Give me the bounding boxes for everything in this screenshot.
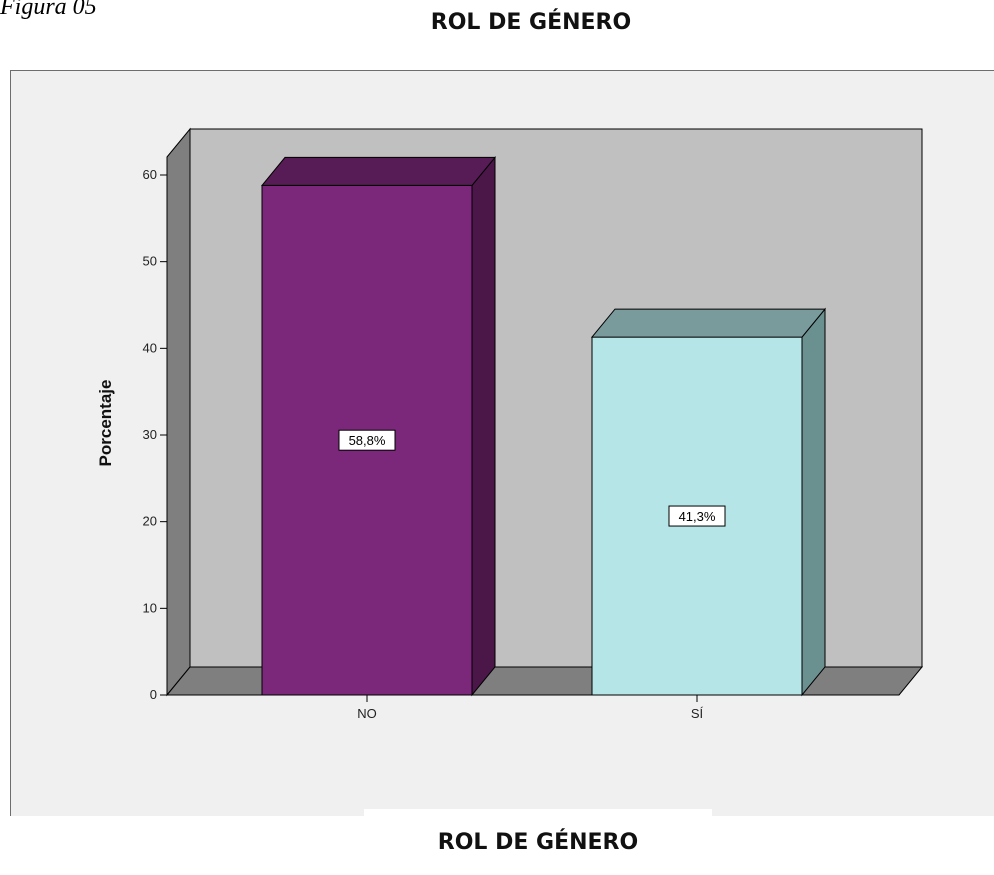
y-tick-label: 20 — [143, 514, 157, 529]
x-tick-label: NO — [357, 706, 377, 721]
data-label-text: 58,8% — [349, 433, 386, 448]
chart-frame: 0 10 20 30 40 50 60 58,8% 41,3% NO SÍ Porcentaje… — [10, 70, 994, 875]
bars: 58,8% 41,3% — [260, 156, 827, 697]
data-label-text: 41,3% — [679, 509, 716, 524]
bar-no: 58,8% — [260, 156, 497, 697]
data-label-box — [668, 505, 726, 527]
chart-title: ROL DE GÉNERO — [430, 10, 632, 35]
y-tick-label: 60 — [143, 167, 157, 182]
y-tick-label: 30 — [143, 427, 157, 442]
bar-sí: 41,3% — [590, 307, 827, 697]
bar-top — [260, 156, 497, 186]
data-label: 41,3% — [668, 505, 726, 527]
data-label: 58,8% — [338, 429, 396, 451]
figure-label: Figura 05 — [0, 0, 97, 20]
bar-top — [590, 308, 827, 338]
y-tick-label: 0 — [150, 687, 157, 702]
bar-side — [471, 156, 496, 697]
y-axis: 0 10 20 30 40 50 60 — [143, 157, 168, 702]
data-label-box — [338, 429, 396, 451]
x-axis-title: ROL DE GÉNERO — [364, 809, 712, 875]
y-axis-title: Porcentaje — [96, 380, 115, 467]
bar-side — [801, 307, 826, 697]
x-tick-label: SÍ — [691, 706, 704, 721]
x-axis: NO SÍ — [357, 695, 704, 721]
y-tick-label: 40 — [143, 340, 157, 355]
y-tick-label: 10 — [143, 600, 157, 615]
bar-chart: 0 10 20 30 40 50 60 58,8% 41,3% NO SÍ Porcentaje — [96, 127, 924, 721]
y-tick-label: 50 — [143, 254, 157, 269]
side-wall — [166, 127, 191, 697]
